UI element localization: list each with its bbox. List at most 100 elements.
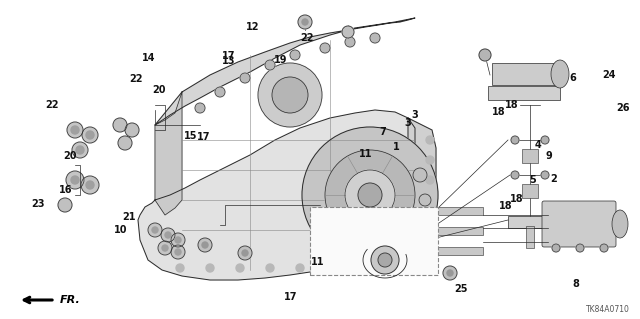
Text: 11: 11	[311, 257, 325, 267]
Text: 4: 4	[534, 140, 541, 150]
FancyBboxPatch shape	[542, 201, 616, 247]
Circle shape	[118, 136, 132, 150]
Circle shape	[86, 131, 94, 139]
Circle shape	[326, 264, 334, 272]
Text: 8: 8	[573, 279, 579, 289]
Circle shape	[266, 264, 274, 272]
Text: 6: 6	[570, 73, 576, 83]
Circle shape	[541, 171, 549, 179]
Circle shape	[290, 50, 300, 60]
Circle shape	[66, 171, 84, 189]
Text: 15: 15	[184, 130, 198, 141]
Circle shape	[162, 245, 168, 251]
Text: 19: 19	[274, 55, 288, 65]
Text: 10: 10	[113, 225, 127, 235]
Circle shape	[386, 264, 394, 272]
Circle shape	[302, 19, 308, 25]
Circle shape	[479, 49, 491, 61]
Text: 7: 7	[380, 127, 386, 137]
Circle shape	[242, 250, 248, 256]
Circle shape	[236, 264, 244, 272]
Polygon shape	[155, 92, 182, 215]
Circle shape	[125, 123, 139, 137]
Circle shape	[76, 146, 84, 154]
Bar	[522, 184, 538, 198]
Polygon shape	[155, 18, 415, 125]
Circle shape	[198, 238, 212, 252]
Text: FR.: FR.	[60, 295, 81, 305]
Polygon shape	[138, 110, 415, 280]
Circle shape	[413, 168, 427, 182]
Circle shape	[356, 264, 364, 272]
Text: 18: 18	[492, 107, 506, 117]
Circle shape	[541, 136, 549, 144]
Text: 25: 25	[454, 284, 468, 294]
Bar	[508, 216, 552, 228]
Circle shape	[342, 26, 354, 38]
Text: 18: 18	[510, 194, 524, 204]
Ellipse shape	[612, 210, 628, 238]
Circle shape	[171, 245, 185, 259]
Circle shape	[72, 142, 88, 158]
Circle shape	[148, 223, 162, 237]
Text: 18: 18	[505, 100, 519, 110]
Circle shape	[238, 246, 252, 260]
Circle shape	[426, 136, 434, 144]
Text: 21: 21	[122, 212, 136, 222]
Circle shape	[302, 127, 438, 263]
Circle shape	[175, 237, 181, 243]
Circle shape	[320, 43, 330, 53]
Circle shape	[600, 244, 608, 252]
Text: 20: 20	[152, 85, 166, 95]
Text: 26: 26	[616, 103, 630, 114]
Ellipse shape	[551, 60, 569, 88]
Text: 22: 22	[45, 100, 60, 110]
Text: 18: 18	[499, 201, 513, 211]
Circle shape	[215, 87, 225, 97]
Circle shape	[370, 33, 380, 43]
Circle shape	[511, 171, 519, 179]
Circle shape	[371, 246, 399, 274]
Bar	[435, 207, 483, 215]
Circle shape	[152, 227, 158, 233]
Circle shape	[171, 233, 185, 247]
Circle shape	[258, 63, 322, 127]
Circle shape	[576, 244, 584, 252]
Text: 22: 22	[129, 74, 143, 84]
Circle shape	[202, 242, 208, 248]
Circle shape	[325, 150, 415, 240]
Circle shape	[67, 122, 83, 138]
Circle shape	[552, 244, 560, 252]
Circle shape	[345, 37, 355, 47]
Text: 5: 5	[530, 175, 536, 185]
Text: 3: 3	[404, 118, 411, 128]
Bar	[435, 247, 483, 255]
Text: 3: 3	[412, 110, 418, 120]
Text: 17: 17	[284, 292, 298, 302]
Text: 24: 24	[602, 70, 616, 80]
Circle shape	[71, 126, 79, 134]
Circle shape	[113, 118, 127, 132]
Bar	[488, 86, 560, 100]
Text: 23: 23	[31, 199, 45, 209]
Circle shape	[158, 241, 172, 255]
Text: 14: 14	[141, 53, 156, 63]
Circle shape	[195, 103, 205, 113]
Bar	[526, 226, 534, 248]
Circle shape	[86, 181, 94, 189]
Text: 17: 17	[221, 51, 236, 61]
Circle shape	[298, 15, 312, 29]
Circle shape	[358, 183, 382, 207]
Circle shape	[206, 264, 214, 272]
Circle shape	[175, 249, 181, 255]
Text: 16: 16	[59, 185, 73, 195]
Bar	[522, 149, 538, 163]
Text: 22: 22	[300, 33, 314, 43]
Circle shape	[426, 176, 434, 184]
Circle shape	[71, 176, 79, 184]
Circle shape	[378, 253, 392, 267]
Circle shape	[426, 156, 434, 164]
Text: 20: 20	[63, 151, 77, 161]
Circle shape	[176, 264, 184, 272]
Circle shape	[165, 232, 171, 238]
